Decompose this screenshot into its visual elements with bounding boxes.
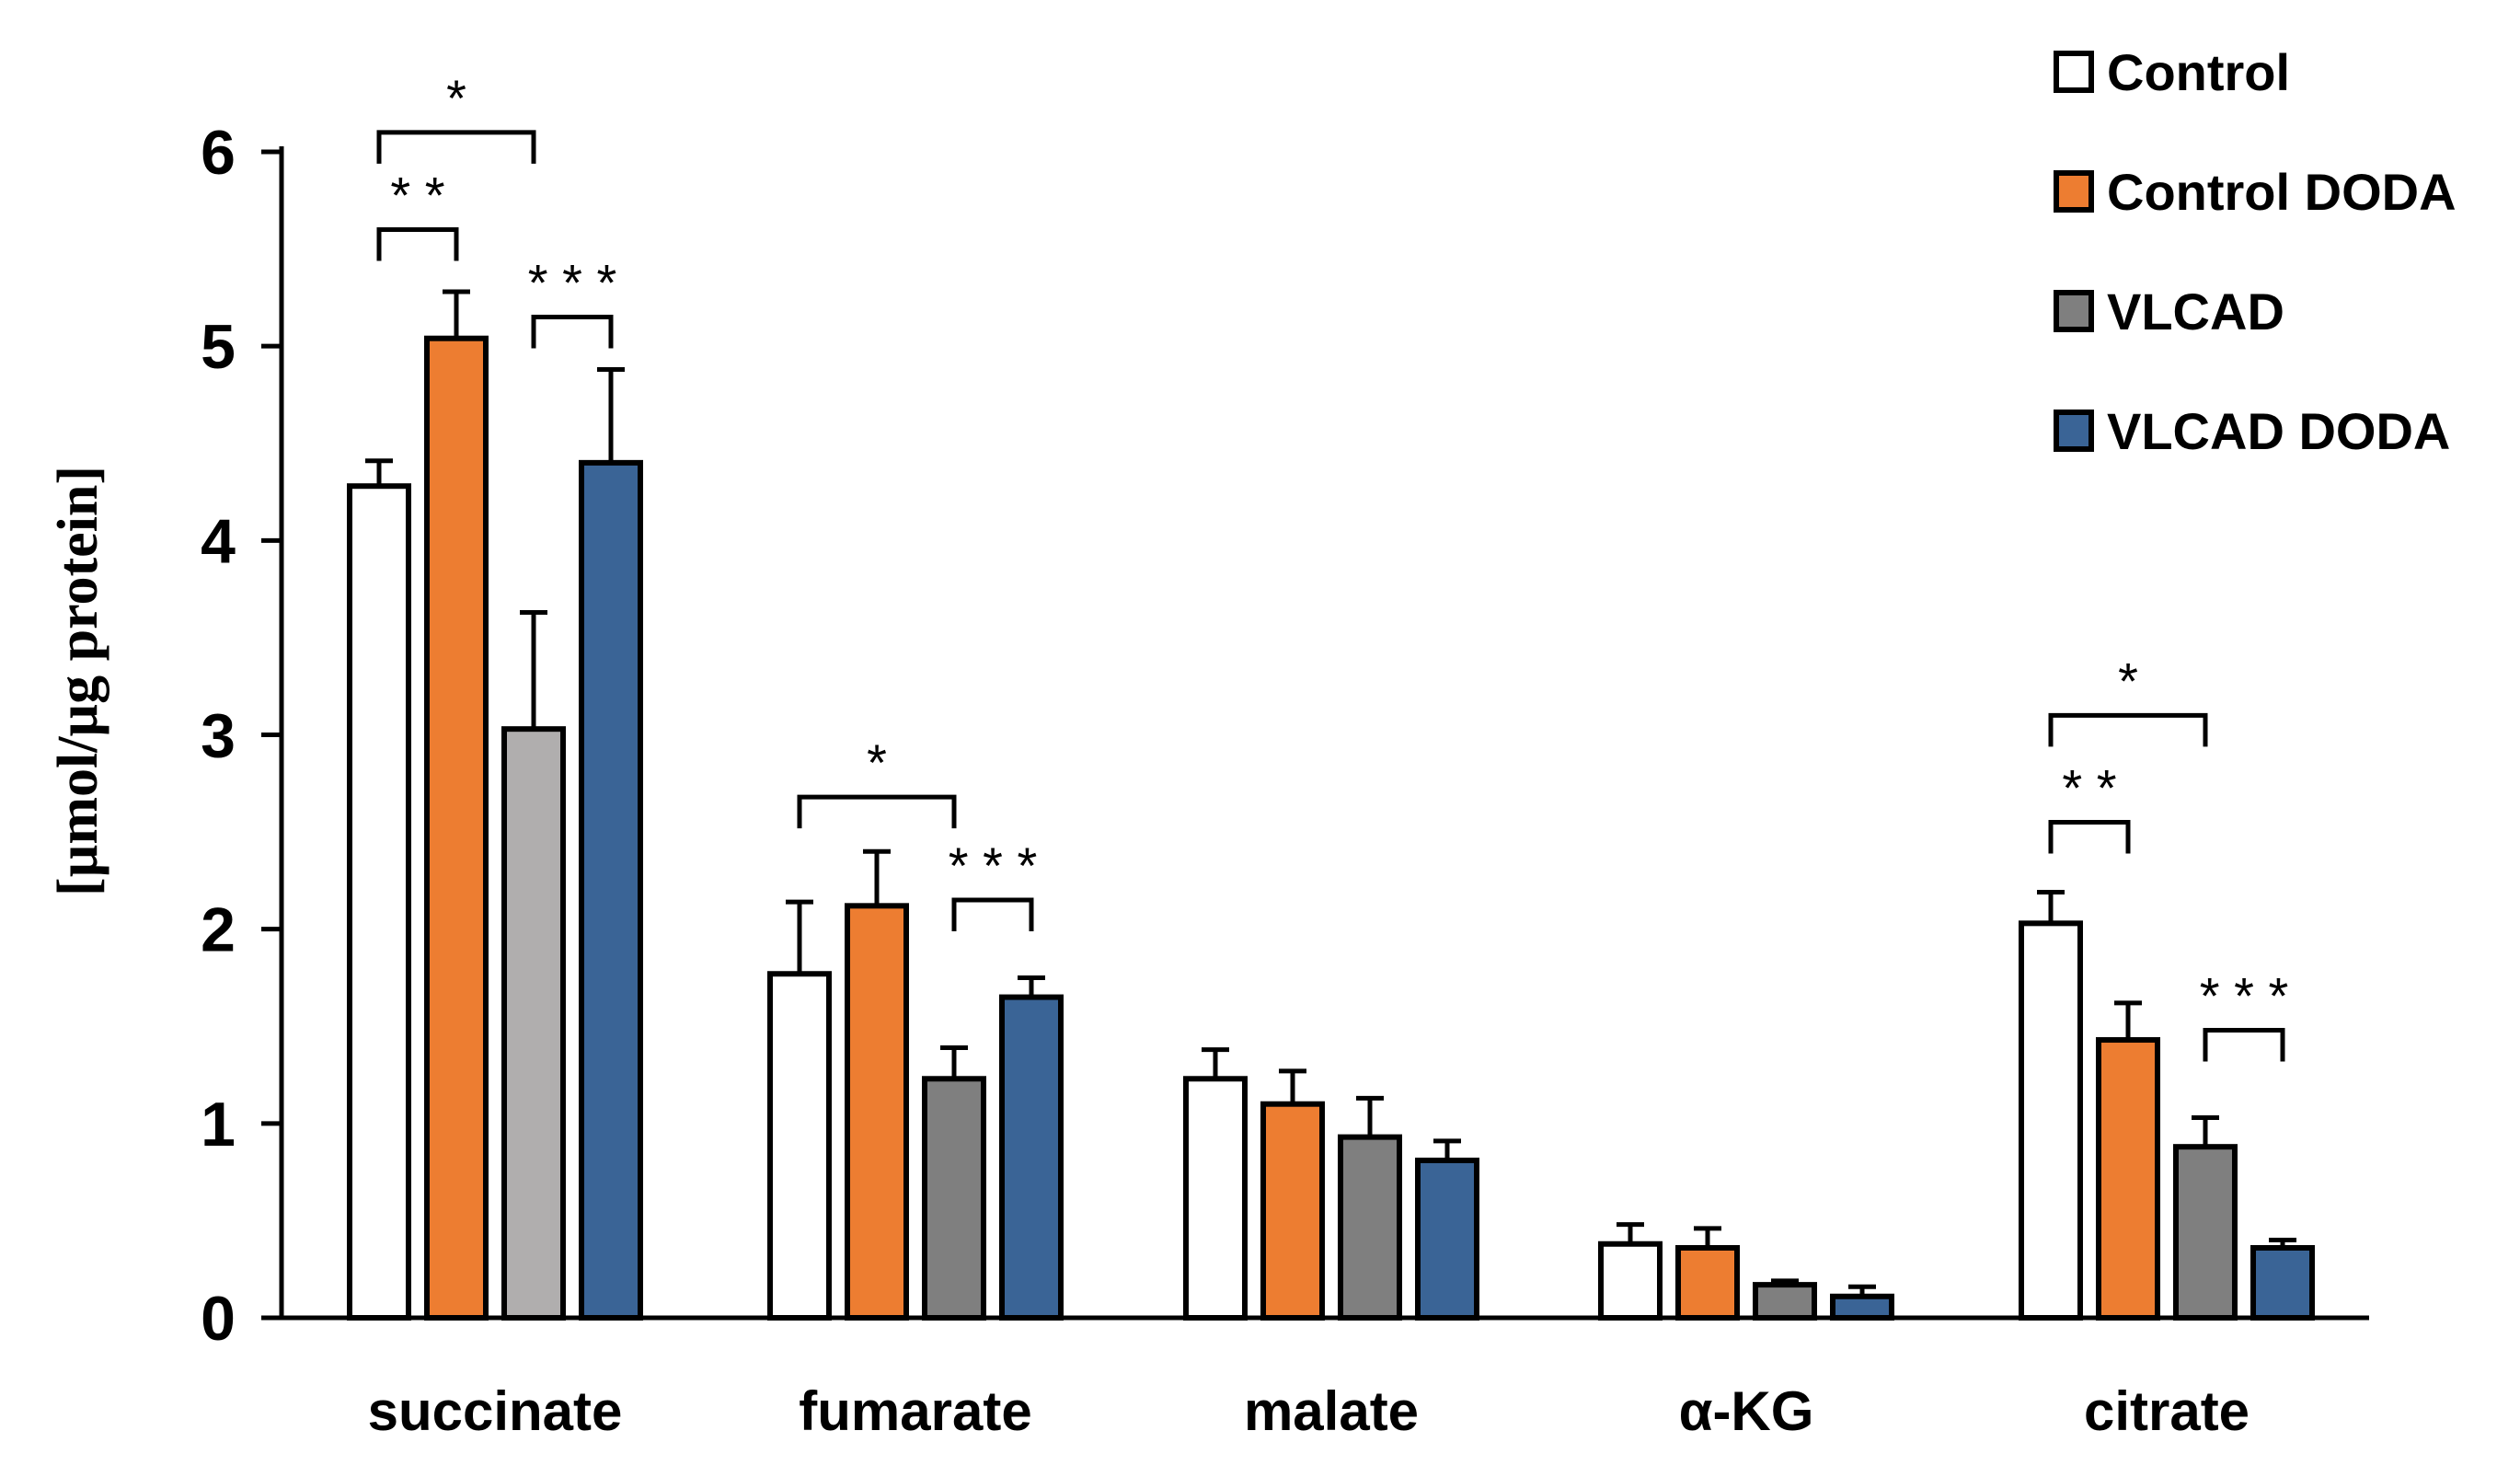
significance-bracket [531, 314, 614, 349]
y-tick-label: 6 [201, 118, 236, 188]
significance-bracket [951, 897, 1034, 931]
significance-brackets: ** ** * *** * *** ** * * [376, 69, 2289, 1062]
x-tick-label-succinate: succinate [368, 1380, 623, 1442]
bar-control-fumarate [767, 971, 832, 1321]
bars: succinate fumarate malate α-KG citrate [347, 289, 2315, 1442]
significance-label: * * [2062, 759, 2116, 817]
legend-label-vlcad: VLCAD [2107, 283, 2284, 340]
legend-label-control-doda: Control DODA [2107, 163, 2457, 221]
bar-vlcad-succinate [501, 726, 566, 1321]
bar-vlcad-doda-kg [1830, 1293, 1894, 1321]
y-tick-label: 5 [201, 312, 236, 382]
bar-vlcad-doda-malate [1415, 1157, 1479, 1321]
bar-vlcad-fumarate [922, 1076, 986, 1321]
axes: 0 1 2 3 4 5 6 [201, 118, 2369, 1354]
bar-control-doda-kg [1675, 1244, 1740, 1321]
bar-vlcad-kg [1753, 1282, 1817, 1321]
x-tick-label-fumarate: fumarate [799, 1380, 1031, 1442]
bar-control-citrate [2019, 920, 2083, 1321]
bar-vlcad-malate [1338, 1134, 1402, 1321]
bar-control-doda-citrate [2096, 1037, 2160, 1321]
bar-vlcad-doda-succinate [579, 459, 643, 1321]
significance-label: * * * [528, 253, 617, 311]
y-tick-label: 0 [201, 1284, 236, 1354]
y-tick-label: 1 [201, 1090, 236, 1160]
bar-control-succinate [347, 483, 411, 1321]
y-tick-label: 2 [201, 895, 236, 965]
bar-control-doda-fumarate [845, 903, 909, 1321]
y-tick-label: 4 [201, 506, 236, 576]
legend-swatch-control [2054, 51, 2094, 93]
bar-control-kg [1598, 1240, 1663, 1321]
y-tick-label: 3 [201, 701, 236, 771]
legend-label-control: Control [2107, 43, 2290, 101]
legend-swatch-vlcad-doda [2054, 410, 2094, 452]
x-tick-label-citrate: citrate [2084, 1380, 2250, 1442]
significance-bracket [376, 226, 459, 261]
significance-label: * * * [949, 837, 1038, 894]
significance-label: * [446, 69, 466, 127]
significance-label: * [867, 733, 887, 791]
bar-control-doda-succinate [424, 335, 489, 1321]
significance-bracket [2048, 820, 2131, 854]
x-tick-label-malate: malate [1244, 1380, 1419, 1442]
significance-bracket [2048, 712, 2208, 747]
bar-vlcad-doda-fumarate [999, 994, 1064, 1321]
bar-vlcad-doda-citrate [2250, 1244, 2315, 1321]
legend-label-vlcad-doda: VLCAD DODA [2107, 402, 2450, 460]
significance-bracket [2203, 1027, 2285, 1062]
significance-bracket [376, 130, 536, 164]
significance-label: * * [390, 166, 444, 224]
significance-bracket [797, 794, 957, 829]
bar-control-malate [1183, 1076, 1248, 1321]
legend-swatch-control-doda [2054, 170, 2094, 213]
significance-label: * [2118, 652, 2138, 710]
y-axis-title: [µmol/µg protein] [47, 466, 109, 896]
bar-control-doda-malate [1260, 1101, 1325, 1321]
bar-vlcad-citrate [2173, 1144, 2238, 1321]
x-tick-label-kg: α-KG [1679, 1380, 1814, 1442]
legend-swatch-vlcad [2054, 290, 2094, 332]
y-axis-title-group: [µmol/µg protein] [47, 466, 109, 896]
legend: Control Control DODA VLCAD VLCAD DODA [2054, 43, 2457, 460]
significance-label: * * * [2200, 966, 2289, 1024]
